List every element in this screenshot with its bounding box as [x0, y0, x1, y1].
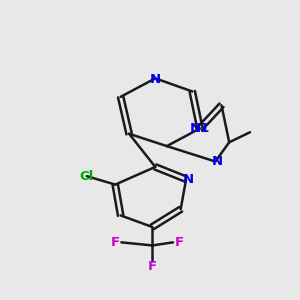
Text: F: F — [175, 236, 184, 249]
Text: N: N — [183, 173, 194, 186]
Text: Cl: Cl — [80, 169, 94, 183]
Text: N1: N1 — [190, 122, 210, 135]
Text: F: F — [111, 236, 120, 249]
Text: N: N — [212, 155, 223, 168]
Text: F: F — [148, 260, 157, 274]
Text: N: N — [150, 73, 161, 85]
